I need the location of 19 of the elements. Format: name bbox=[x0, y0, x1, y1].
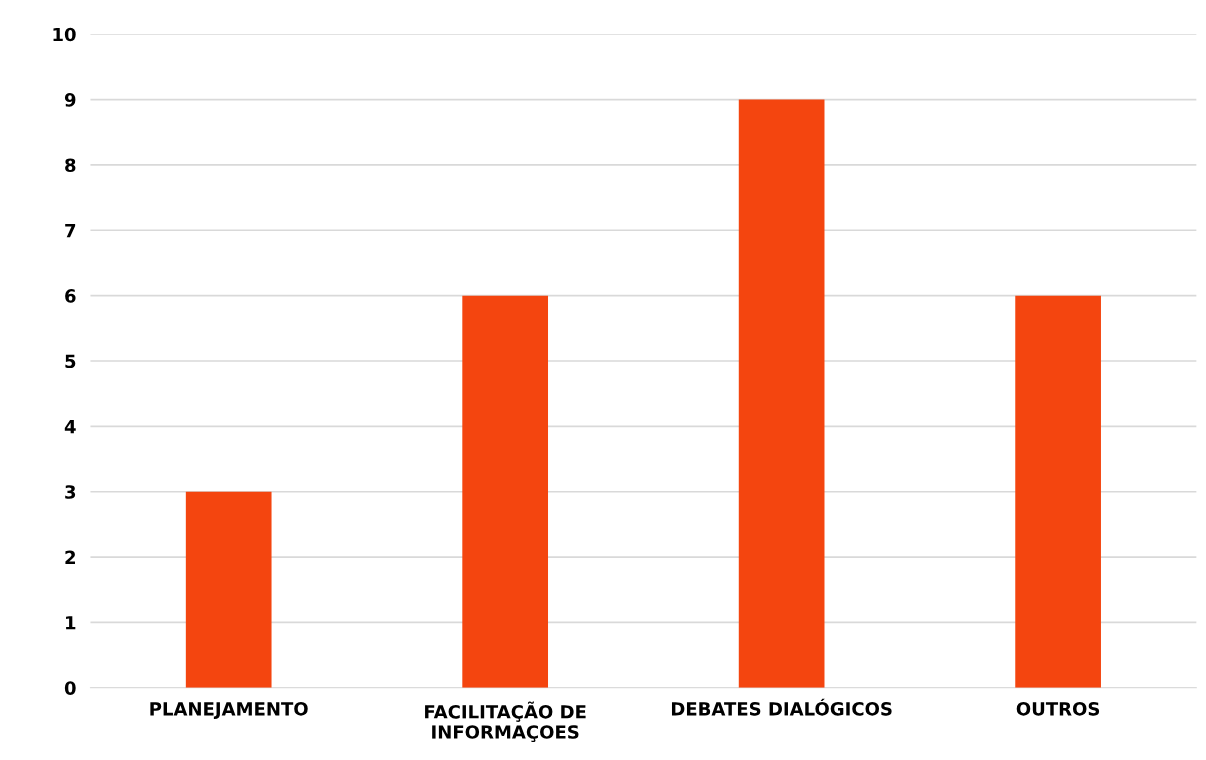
y-tick-label: 9 bbox=[64, 93, 76, 107]
y-tick-label: 4 bbox=[64, 420, 76, 434]
y-tick-label: 7 bbox=[65, 223, 76, 238]
bar bbox=[462, 295, 549, 688]
y-tick-label: 5 bbox=[65, 354, 76, 369]
bar bbox=[185, 491, 272, 688]
bar bbox=[738, 99, 825, 688]
y-tick-label: 2 bbox=[65, 550, 75, 564]
y-tick-label: 1 bbox=[66, 616, 76, 630]
x-tick-label: DEBATES DIALÓGICOS bbox=[671, 698, 892, 716]
bar bbox=[1015, 295, 1101, 688]
y-tick-label: 6 bbox=[65, 289, 76, 303]
x-tick-label: PLANEJAMENTO bbox=[150, 702, 308, 720]
y-tick-label: 10 bbox=[53, 27, 76, 42]
x-tick-label: FACILITAÇÃO DE INFORMAÇOES bbox=[425, 701, 586, 743]
x-tick-label: OUTROS bbox=[1016, 702, 1100, 716]
y-tick-label: 3 bbox=[65, 485, 76, 499]
y-tick-label: 8 bbox=[65, 158, 76, 173]
y-tick-label: 0 bbox=[64, 681, 76, 695]
